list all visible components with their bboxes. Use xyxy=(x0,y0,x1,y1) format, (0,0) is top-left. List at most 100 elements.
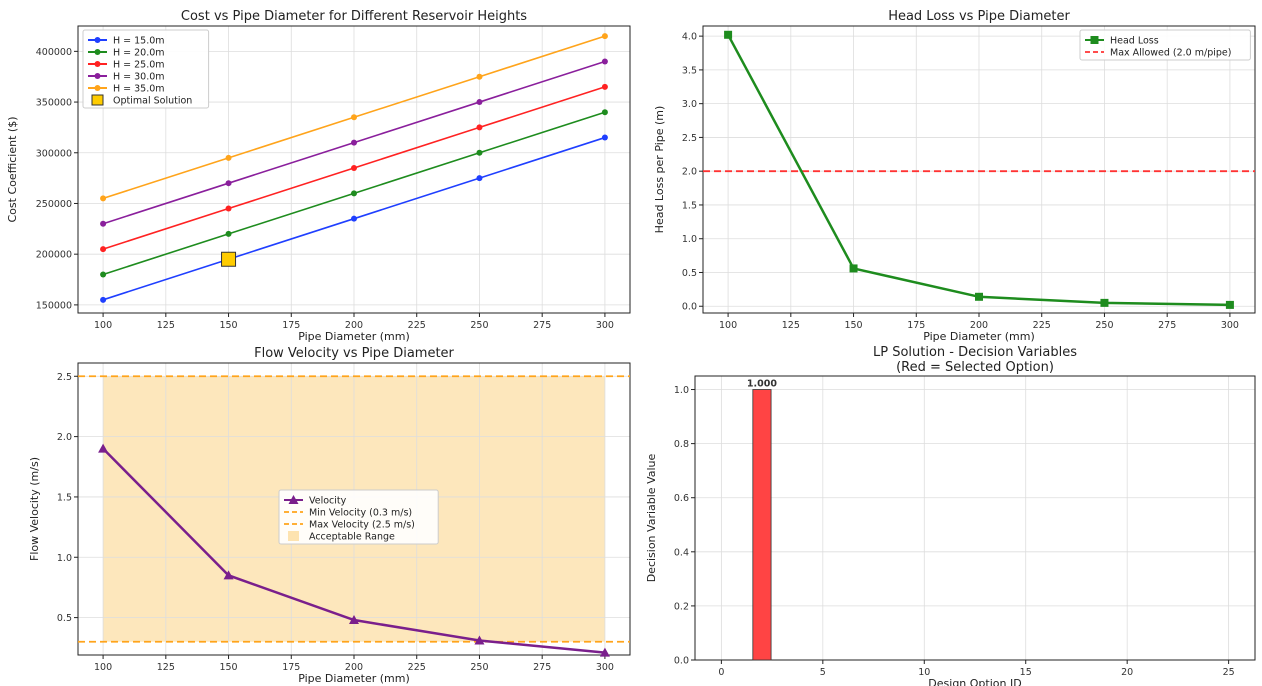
x-tick-label: 25 xyxy=(1223,667,1235,678)
legend-label: H = 20.0m xyxy=(113,48,165,59)
data-point xyxy=(601,134,608,141)
chart-2: 100 125 150 175 200 225 250 275 300 0.0 0.5 1.0 1.5 2… xyxy=(653,9,1256,343)
y-tick-label: 1.5 xyxy=(57,492,72,503)
data-point xyxy=(975,292,983,301)
y-axis-label: Flow Velocity (m/s) xyxy=(28,457,41,561)
y-tick-label: 4.0 xyxy=(682,32,697,43)
axes-frame xyxy=(694,375,1256,661)
legend-swatch xyxy=(91,94,104,106)
x-tick-label: 150 xyxy=(219,320,237,331)
data-point xyxy=(476,73,483,80)
y-tick-label: 400000 xyxy=(36,47,72,58)
x-tick-label: 300 xyxy=(596,320,614,331)
legend-marker xyxy=(94,85,101,91)
x-axis-label: Pipe Diameter (mm) xyxy=(298,672,410,685)
x-axis-label: Design Option ID xyxy=(928,677,1021,686)
x-axis-label: Pipe Diameter (mm) xyxy=(298,330,410,343)
legend-label: Velocity xyxy=(309,496,347,507)
chart-title: LP Solution - Decision Variables xyxy=(873,345,1077,360)
legend-label: Optimal Solution xyxy=(113,96,192,107)
x-tick-label: 100 xyxy=(94,320,112,331)
legend-label: H = 15.0m xyxy=(113,36,165,47)
y-tick-label: 1.5 xyxy=(682,200,697,211)
x-tick-label: 175 xyxy=(282,662,300,673)
x-tick-label: 225 xyxy=(408,662,426,673)
x-tick-label: 275 xyxy=(533,662,551,673)
bar-value-label: 1.000 xyxy=(747,379,777,390)
y-tick-label: 0.5 xyxy=(57,613,72,624)
x-tick-label: 300 xyxy=(596,662,614,673)
x-tick-label: 125 xyxy=(157,662,175,673)
x-tick-label: 200 xyxy=(970,320,988,331)
y-tick-label: 2.5 xyxy=(57,372,72,383)
legend-label: Max Allowed (2.0 m/pipe) xyxy=(1110,48,1231,59)
y-tick-label: 0.5 xyxy=(682,268,697,279)
legend-marker xyxy=(94,49,101,55)
y-axis-label: Cost Coefficient ($) xyxy=(6,117,19,223)
data-point xyxy=(351,190,357,197)
data-point xyxy=(1225,300,1234,309)
data-point xyxy=(351,215,357,222)
data-point xyxy=(849,264,858,273)
x-tick-label: 150 xyxy=(219,662,237,673)
data-point xyxy=(476,175,483,182)
chart-1: 100 125 150 175 200 225 250 275 300 150000 200000 2… xyxy=(6,9,631,343)
chart-title: Cost vs Pipe Diameter for Different Rese… xyxy=(181,9,527,24)
x-axis-label: Pipe Diameter (mm) xyxy=(923,330,1035,343)
x-tick-label: 100 xyxy=(719,320,737,331)
data-point xyxy=(223,570,234,580)
legend-marker xyxy=(94,73,101,79)
x-tick-label: 275 xyxy=(533,320,551,331)
data-point xyxy=(351,114,357,121)
y-tick-label: 2.0 xyxy=(57,432,72,443)
x-tick-label: 125 xyxy=(157,320,175,331)
chart-subtitle: (Red = Selected Option) xyxy=(896,360,1054,375)
data-point xyxy=(100,220,107,227)
legend xyxy=(278,489,439,545)
y-tick-label: 200000 xyxy=(36,250,72,261)
data-point xyxy=(225,205,232,212)
y-tick-label: 0.2 xyxy=(674,601,689,612)
data-point xyxy=(98,443,109,453)
chart-3: 100 125 150 175 200 225 250 275 300 0.5 1.0 1.5 2.0 2… xyxy=(28,346,631,685)
x-tick-label: 175 xyxy=(282,320,300,331)
data-point xyxy=(351,164,357,171)
legend-label: H = 35.0m xyxy=(113,84,165,95)
legend-label: Acceptable Range xyxy=(309,532,395,543)
y-tick-label: 2.5 xyxy=(682,133,697,144)
data-point xyxy=(474,635,485,645)
y-tick-label: 250000 xyxy=(36,199,72,210)
x-tick-label: 175 xyxy=(907,320,925,331)
y-tick-label: 300000 xyxy=(36,148,72,159)
x-tick-label: 15 xyxy=(1020,667,1032,678)
legend-marker xyxy=(288,495,299,504)
legend-marker xyxy=(1090,36,1099,44)
data-point xyxy=(476,124,483,131)
x-tick-label: 300 xyxy=(1221,320,1239,331)
data-point xyxy=(100,246,107,253)
y-tick-label: 3.5 xyxy=(682,65,697,76)
x-tick-label: 250 xyxy=(470,320,488,331)
legend xyxy=(82,29,210,109)
y-tick-label: 3.0 xyxy=(682,99,697,110)
data-point xyxy=(100,195,107,202)
y-tick-label: 0.4 xyxy=(674,547,689,558)
data-point xyxy=(349,615,359,625)
legend-label: H = 30.0m xyxy=(113,72,165,83)
plot-area xyxy=(695,376,1255,660)
y-tick-label: 0.6 xyxy=(674,493,689,504)
data-point xyxy=(100,296,107,303)
x-tick-label: 200 xyxy=(345,320,363,331)
data-point xyxy=(601,109,608,116)
x-tick-label: 250 xyxy=(470,662,488,673)
y-tick-label: 150000 xyxy=(36,300,72,311)
data-point xyxy=(476,99,483,106)
x-tick-label: 125 xyxy=(782,320,800,331)
x-tick-label: 20 xyxy=(1121,667,1133,678)
x-tick-label: 225 xyxy=(1033,320,1051,331)
data-point xyxy=(599,647,610,657)
x-tick-label: 150 xyxy=(844,320,862,331)
optimal-solution-marker xyxy=(221,251,237,267)
legend-marker xyxy=(94,37,101,43)
